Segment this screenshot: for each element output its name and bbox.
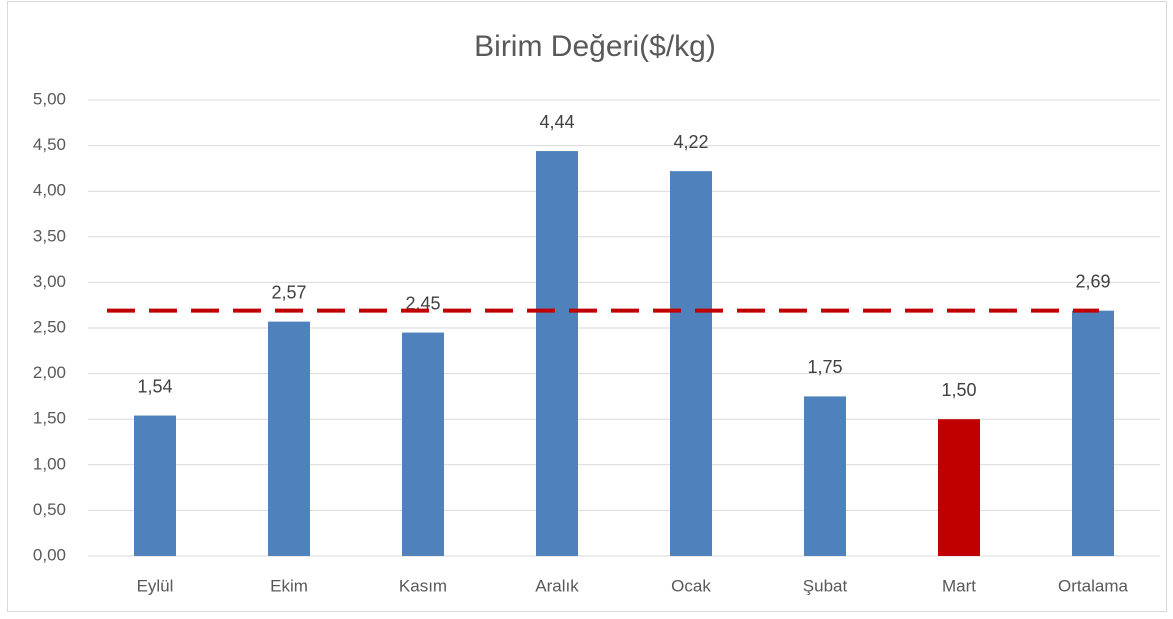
x-tick-label: Mart bbox=[942, 576, 976, 595]
bar bbox=[804, 396, 846, 556]
y-tick-label: 0,00 bbox=[33, 545, 66, 564]
x-tick-label: Eylül bbox=[137, 576, 174, 595]
y-tick-label: 2,00 bbox=[33, 363, 66, 382]
value-label: 2,45 bbox=[405, 293, 440, 313]
chart-border bbox=[7, 1, 1167, 612]
value-label: 1,50 bbox=[941, 380, 976, 400]
bar bbox=[134, 415, 176, 556]
bar bbox=[1072, 310, 1114, 556]
y-tick-label: 4,00 bbox=[33, 181, 66, 200]
x-tick-label: Aralık bbox=[535, 576, 579, 595]
bar bbox=[536, 151, 578, 556]
value-label: 2,69 bbox=[1075, 271, 1110, 291]
chart-title: Birim Değeri($/kg) bbox=[474, 30, 716, 63]
y-tick-label: 4,50 bbox=[33, 135, 66, 154]
value-label: 1,75 bbox=[807, 357, 842, 377]
value-label: 4,22 bbox=[673, 132, 708, 152]
y-tick-label: 1,00 bbox=[33, 454, 66, 473]
value-label: 2,57 bbox=[271, 282, 306, 302]
bar bbox=[268, 321, 310, 556]
x-tick-label: Kasım bbox=[399, 576, 447, 595]
x-tick-label: Ortalama bbox=[1058, 576, 1128, 595]
y-tick-label: 5,00 bbox=[33, 89, 66, 108]
bar bbox=[938, 419, 980, 556]
y-tick-label: 3,50 bbox=[33, 226, 66, 245]
y-tick-label: 1,50 bbox=[33, 409, 66, 428]
value-label: 1,54 bbox=[137, 376, 172, 396]
value-label: 4,44 bbox=[539, 112, 574, 132]
bar bbox=[670, 171, 712, 557]
y-tick-label: 3,00 bbox=[33, 272, 66, 291]
y-tick-label: 2,50 bbox=[33, 317, 66, 336]
y-tick-label: 0,50 bbox=[33, 500, 66, 519]
x-tick-label: Ekim bbox=[270, 576, 308, 595]
x-tick-label: Ocak bbox=[671, 576, 711, 595]
bar bbox=[402, 332, 444, 556]
x-tick-label: Şubat bbox=[803, 576, 848, 595]
